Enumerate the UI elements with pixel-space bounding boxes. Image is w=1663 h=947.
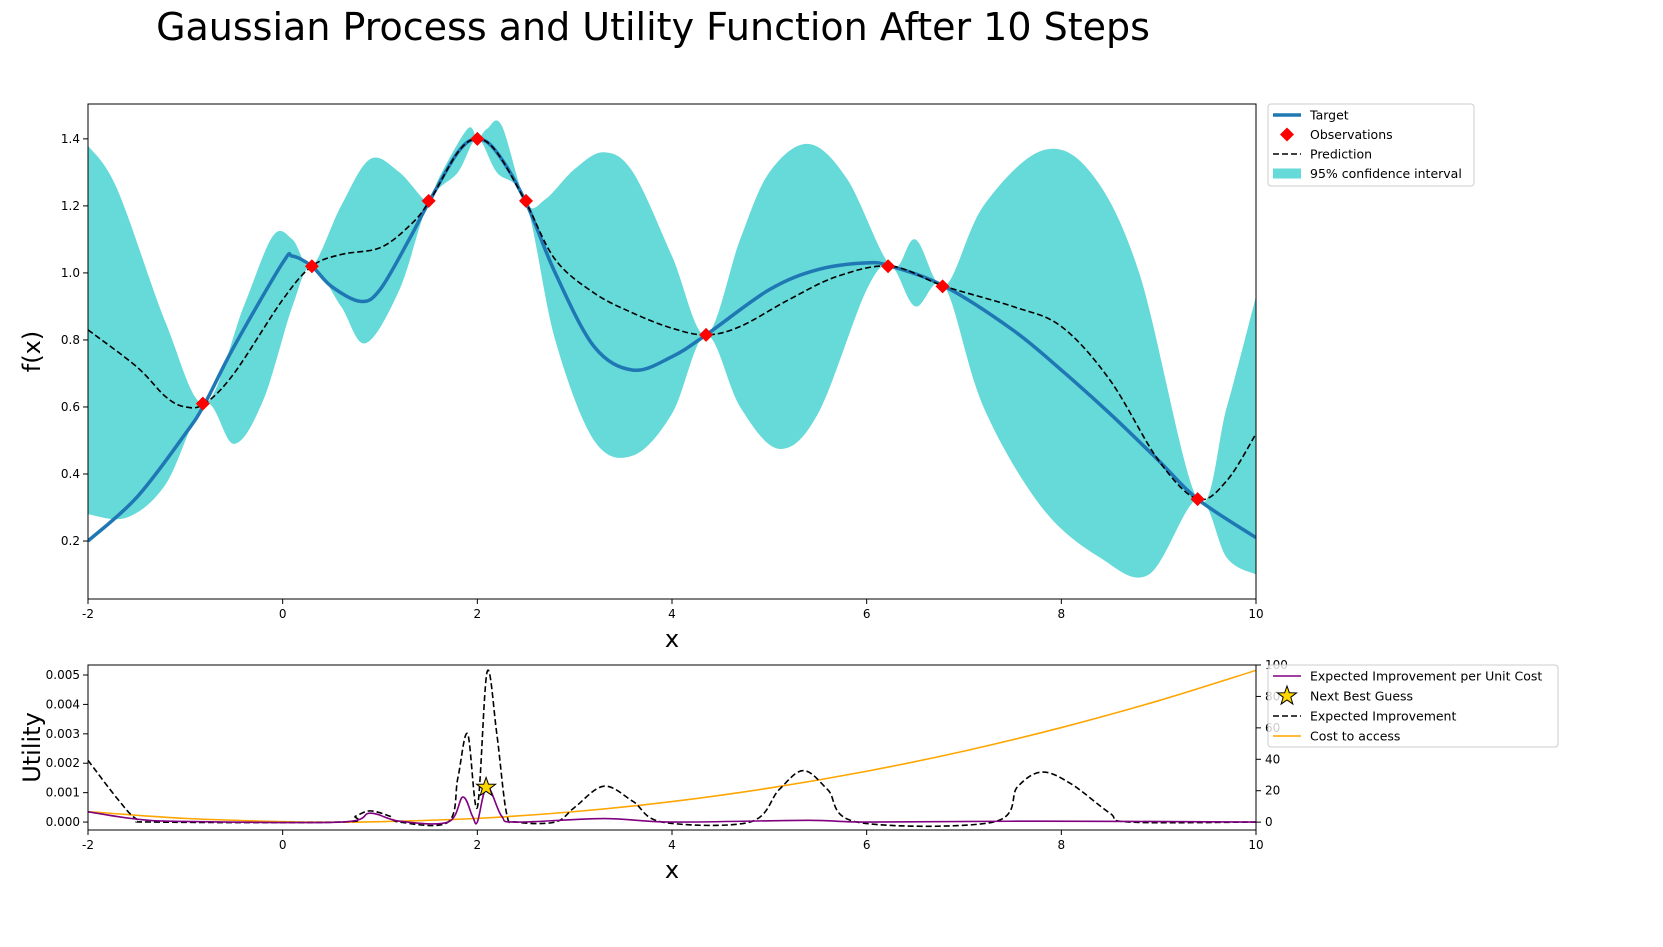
y-tick-label: 0.003	[46, 727, 80, 741]
legend-label: Expected Improvement per Unit Cost	[1310, 669, 1542, 684]
observation-marker	[699, 327, 714, 342]
legend-label: Target	[1309, 108, 1349, 123]
x-tick-label: 10	[1248, 838, 1263, 852]
legend-ci-swatch	[1273, 168, 1301, 179]
legend-label: Observations	[1310, 127, 1393, 142]
legend-label: Next Best Guess	[1310, 689, 1413, 704]
observation-marker	[935, 279, 950, 294]
legend-label: 95% confidence interval	[1310, 166, 1462, 181]
observation-marker	[421, 193, 436, 208]
x-axis-label: x	[665, 625, 679, 653]
x-tick-label: 4	[668, 607, 676, 621]
prediction-line	[88, 138, 1256, 501]
x-tick-label: 2	[474, 838, 482, 852]
y-tick-label: 1.4	[61, 132, 80, 146]
x-tick-label: 0	[279, 607, 287, 621]
chart-title: Gaussian Process and Utility Function Af…	[156, 5, 1150, 49]
legend: Target Observations Prediction 95% confiden…	[1267, 103, 1475, 187]
y-axis-label: Utility	[18, 712, 46, 783]
ei-per-cost-line	[88, 785, 1256, 825]
observation-marker	[195, 396, 210, 411]
x-tick-label: 4	[668, 838, 676, 852]
legend-label: Prediction	[1310, 147, 1372, 162]
y-tick-label: 0.001	[46, 786, 80, 800]
x-tick-label: 8	[1058, 607, 1066, 621]
legend-frame	[1267, 103, 1475, 187]
x-tick-label: 10	[1248, 607, 1263, 621]
observation-marker	[519, 193, 533, 208]
x-tick-label: 2	[474, 607, 482, 621]
x-tick-label: -2	[82, 838, 94, 852]
utility-axes: -2 0 2 4 6 8 10 0.000 0.001 0.002 0.003 0.004 0.005 x…	[18, 658, 1559, 884]
y-tick-label: 1.2	[61, 199, 80, 213]
utility-plot-area	[88, 669, 1256, 828]
y-tick-label: 0.8	[61, 333, 80, 347]
x-tick-label: -2	[82, 607, 94, 621]
y-tick-label: 0.2	[61, 534, 80, 548]
plot-area	[88, 120, 1256, 578]
right-y-tick-label: 40	[1265, 752, 1280, 766]
x-tick-label: 6	[863, 838, 871, 852]
right-y-tick-label: 20	[1265, 784, 1280, 798]
x-tick-label: 0	[279, 838, 287, 852]
x-tick-label: 6	[863, 607, 871, 621]
y-tick-label: 0.005	[46, 668, 80, 682]
observation-marker	[470, 131, 485, 146]
legend-star-icon	[1276, 684, 1298, 706]
y-axis-label: f(x)	[18, 331, 46, 372]
y-tick-label: 0.004	[46, 697, 80, 711]
confidence-interval-band	[88, 120, 1256, 578]
axes-frame	[87, 103, 1257, 600]
right-y-tick-label: 0	[1265, 815, 1273, 829]
observation-marker	[304, 259, 319, 274]
legend-label: Expected Improvement	[1310, 709, 1456, 724]
observation-marker	[1190, 492, 1205, 507]
gp-axes: -2 0 2 4 6 8 10 0.2 0.4 0.6 0.8 1.0 1.2 1.4 x f(x) Targe…	[18, 103, 1475, 653]
axes-frame	[87, 664, 1257, 831]
next-best-guess-star-icon	[475, 775, 498, 797]
y-tick-label: 1.0	[61, 266, 80, 280]
y-tick-label: 0.002	[46, 756, 80, 770]
expected-improvement-line	[88, 669, 1256, 828]
y-tick-label: 0.6	[61, 400, 80, 414]
observation-marker	[881, 259, 896, 274]
legend-label: Cost to access	[1310, 729, 1400, 744]
legend: Expected Improvement per Unit Cost Next B…	[1267, 664, 1559, 748]
legend-frame	[1267, 664, 1559, 748]
legend-observation-swatch	[1280, 127, 1294, 142]
cost-line	[88, 669, 1256, 823]
x-axis-label: x	[665, 856, 679, 884]
y-tick-label: 0.4	[61, 467, 80, 481]
x-tick-label: 8	[1058, 838, 1066, 852]
y-tick-label: 0.000	[46, 815, 80, 829]
